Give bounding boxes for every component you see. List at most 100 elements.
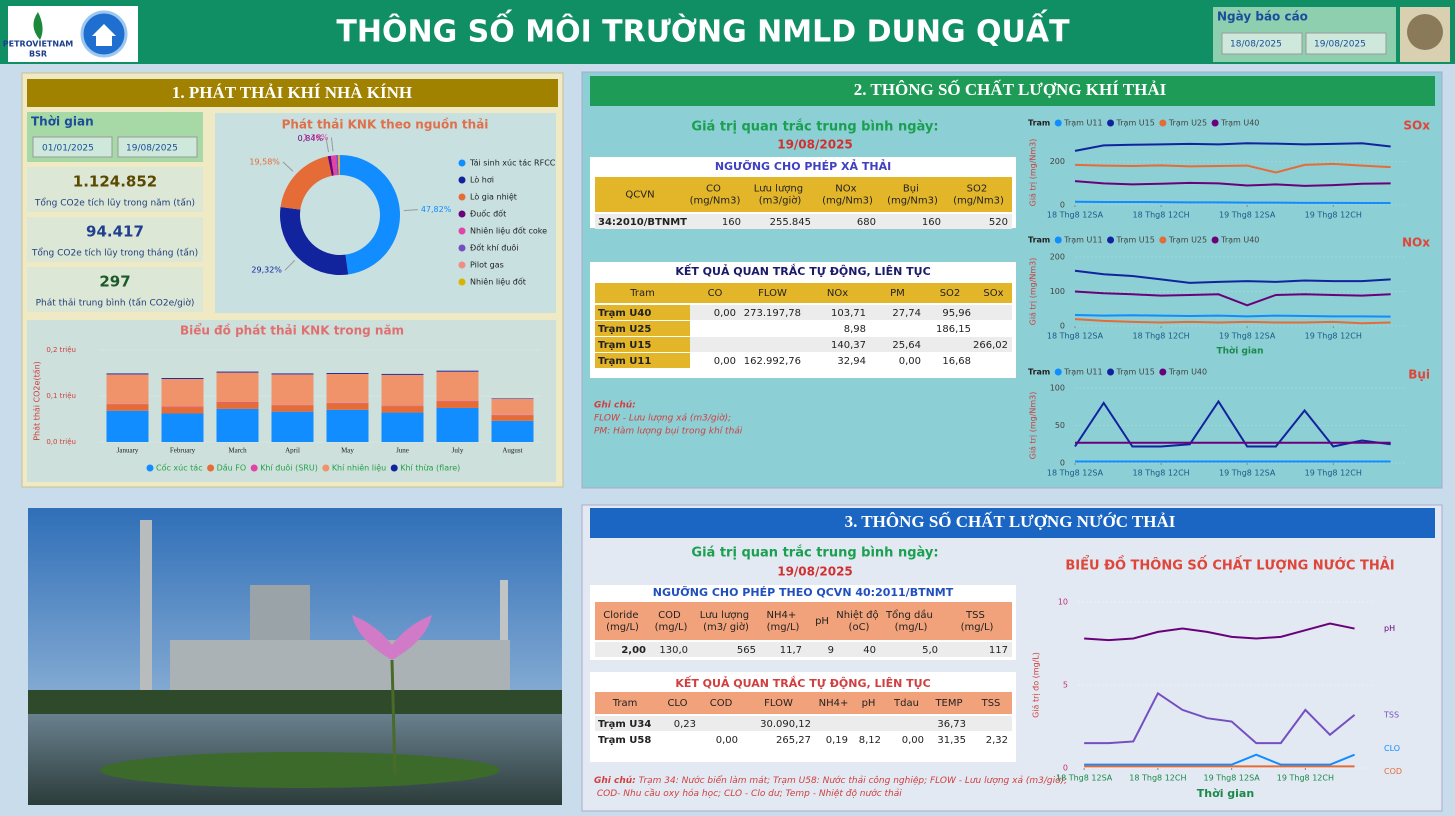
header-line: PM	[890, 288, 905, 299]
table-header-cell: NOx (mg/Nm3)	[822, 184, 873, 207]
table-row	[595, 305, 1012, 320]
legend-swatch	[1211, 236, 1219, 244]
data-label: 29,32%	[251, 266, 282, 275]
x-tick-label: 19 Thg8 12CH	[1305, 469, 1362, 478]
table-header-cell: Tram	[612, 698, 638, 709]
legend-swatch	[1211, 119, 1219, 127]
bar-segment	[326, 373, 369, 403]
header-line: Lưu lượng	[700, 610, 753, 621]
header-line: Tổng dầu	[885, 608, 936, 621]
y-tick-label: 100	[1050, 384, 1065, 393]
bar-segment	[106, 373, 149, 375]
header-line: Tram	[612, 698, 638, 709]
note-label: Ghi chú:	[594, 776, 636, 786]
date-picker[interactable]	[1221, 32, 1303, 55]
table-header	[595, 692, 1012, 714]
table-title: NGƯỠNG CHO PHÉP XẢ THẢI	[715, 159, 891, 173]
y-axis-title: Giá trị (mg/Nm3)	[1029, 258, 1039, 326]
x-tick-label: 18 Thg8 12SA	[1047, 211, 1104, 220]
photo-stack	[140, 520, 152, 710]
legend-label: Dầu FO	[217, 463, 247, 473]
header-line: FLOW	[764, 698, 793, 709]
table-title: KẾT QUẢ QUAN TRẮC TỰ ĐỘNG, LIÊN TỤC	[675, 675, 930, 690]
date-from[interactable]: 18/08/2025	[1230, 40, 1282, 50]
note: Ghi chú: Trạm 34: Nước biển làm mát; Trạ…	[594, 775, 1067, 799]
header-bar	[0, 0, 1455, 64]
header-line: TEMP	[934, 698, 962, 709]
leader-line	[325, 138, 330, 153]
chart-title: Phát thải KNK theo nguồn thải	[282, 118, 489, 132]
table-cell: 140,37	[831, 340, 866, 351]
table-cell: 8,98	[844, 324, 866, 335]
home-icon[interactable]	[92, 24, 116, 46]
legend-label: Trạm U11	[1063, 368, 1102, 378]
x-tick-label: April	[285, 447, 300, 455]
x-tick-label: 19 Thg8 12CH	[1305, 332, 1362, 341]
chart-title: Bụi	[1408, 368, 1430, 382]
header-line: (mg/L)	[961, 622, 994, 633]
legend-swatch	[458, 159, 466, 167]
x-tick-label: March	[228, 447, 247, 455]
section2-title: 2. THÔNG SỐ CHẤT LƯỢNG KHÍ THẢI	[854, 79, 1167, 99]
date-to[interactable]: 19/08/2025	[1314, 40, 1366, 50]
table-row	[595, 353, 1012, 368]
table-cell: 117	[989, 645, 1008, 656]
donut-slice	[279, 206, 349, 275]
x-tick-label: 18 Thg8 12SA	[1047, 469, 1104, 478]
y-axis-title: Phát thải CO2e(tấn)	[32, 361, 42, 441]
date-from[interactable]: 01/01/2025	[42, 144, 94, 154]
table-header-cell: Tdau	[893, 698, 919, 709]
date-picker[interactable]	[32, 136, 113, 158]
legend-swatch	[207, 464, 215, 472]
header-line: Tdau	[893, 698, 919, 709]
y-tick-label: 0	[1063, 764, 1068, 773]
legend-label: Nhiên liệu đốt coke	[470, 226, 547, 236]
header-line: (mg/L)	[655, 622, 688, 633]
table-cell: 162.992,76	[744, 356, 801, 367]
legend-swatch	[1107, 368, 1115, 376]
x-tick-label: 18 Thg8 12CH	[1133, 469, 1190, 478]
header-line: (mg/L)	[895, 622, 928, 633]
date-to[interactable]: 19/08/2025	[126, 144, 178, 154]
series-line	[1074, 142, 1391, 152]
x-tick-label: August	[502, 447, 522, 455]
table-row	[595, 337, 1012, 352]
legend-swatch	[250, 464, 258, 472]
date-picker[interactable]	[117, 136, 198, 158]
bar-segment	[381, 374, 424, 406]
legend-swatch	[458, 176, 466, 184]
table-header-cell: Tram	[629, 288, 655, 299]
x-tick-label: 18 Thg8 12CH	[1133, 211, 1190, 220]
table-cell: 2,32	[986, 735, 1008, 746]
legend-label: Trạm U15	[1116, 236, 1155, 246]
kpi-card	[27, 167, 203, 212]
photo-trees	[28, 690, 562, 714]
table-title: KẾT QUẢ QUAN TRẮC TỰ ĐỘNG, LIÊN TỤC	[675, 263, 930, 278]
table-header	[595, 177, 1012, 212]
series-line	[1084, 691, 1356, 745]
table-cell: 103,71	[831, 308, 866, 319]
date-picker[interactable]	[1305, 32, 1387, 55]
legend-label: Trạm U25	[1168, 236, 1207, 246]
y-tick-label: 200	[1050, 157, 1065, 166]
table-title: NGƯỠNG CHO PHÉP THEO QCVN 40:2011/BTNMT	[653, 586, 954, 599]
legend-label: Lò hơi	[470, 175, 494, 185]
table-header-cell: Cloride (mg/L)	[603, 610, 641, 633]
photo-stem	[390, 659, 397, 776]
table-header-cell: NH4+	[819, 698, 849, 709]
donut-slice	[327, 155, 334, 176]
legend-swatch	[1107, 236, 1115, 244]
table-header-cell: FLOW	[758, 288, 787, 299]
series-line	[1074, 162, 1391, 174]
y-tick-label: 100	[1050, 287, 1065, 296]
table-cell: 2,00	[621, 645, 646, 656]
table-cell: 34:2010/BTNMT	[598, 217, 687, 228]
header-line: Nhiệt độ	[836, 609, 882, 621]
section1-title: 1. PHÁT THẢI KHÍ NHÀ KÍNH	[172, 83, 412, 102]
table-cell: 0,00	[902, 735, 924, 746]
y-axis-title: Giá trị (mg/Nm3)	[1029, 392, 1039, 460]
avg-label: Giá trị quan trắc trung bình ngày:	[691, 120, 938, 135]
header-line: (oC)	[849, 622, 870, 633]
legend-label: Cốc xúc tác	[156, 463, 203, 473]
